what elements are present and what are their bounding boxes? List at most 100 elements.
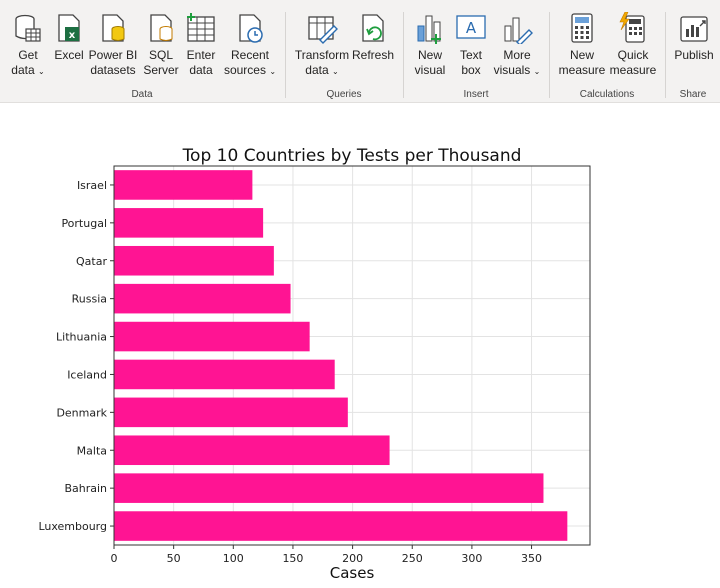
- refresh-icon: [362, 14, 384, 42]
- chevron-down-icon: ⌄: [38, 67, 45, 76]
- recent-sources-label-2: sources: [223, 63, 266, 77]
- category-label: Luxembourg: [38, 520, 107, 533]
- category-label: Russia: [72, 293, 107, 306]
- x-tick-label: 150: [282, 552, 303, 565]
- bar: [114, 170, 253, 200]
- bar: [114, 321, 310, 352]
- calculations-group: New measure Quick measure Calculations: [550, 0, 664, 102]
- recent-sources-button[interactable]: Recent sources ⌄: [222, 10, 278, 79]
- bar: [114, 473, 544, 503]
- svg-text:x: x: [69, 30, 76, 41]
- excel-button[interactable]: x Excel: [52, 10, 86, 63]
- divider: [403, 12, 404, 98]
- bar: [114, 511, 568, 541]
- bar: [114, 435, 390, 466]
- text-box-label-1: Text: [459, 48, 482, 62]
- sql-server-icon: [150, 14, 173, 42]
- x-tick-label: 300: [461, 552, 482, 565]
- share-group: Publish Share: [666, 0, 720, 102]
- refresh-label: Refresh: [351, 48, 395, 62]
- text-box-icon: A: [456, 15, 486, 39]
- more-visuals-icon: [504, 17, 533, 44]
- table-icon: [187, 13, 215, 42]
- text-box-label-2: box: [461, 63, 481, 77]
- category-label: Iceland: [67, 368, 107, 381]
- bar: [114, 397, 348, 428]
- category-label: Israel: [77, 179, 107, 192]
- bar-chart: Top 10 Countries by Tests per Thousand I…: [38, 146, 591, 582]
- category-label: Portugal: [61, 217, 107, 230]
- publish-label: Publish: [674, 48, 714, 62]
- enter-data-label-1: Enter: [186, 48, 216, 62]
- quick-measure-button[interactable]: Quick measure: [608, 10, 658, 78]
- x-tick-label: 0: [111, 552, 118, 565]
- bar: [114, 359, 335, 390]
- publish-button[interactable]: Publish: [672, 10, 716, 63]
- quick-measure-label-2: measure: [609, 63, 657, 77]
- bar: [114, 245, 274, 276]
- get-data-button[interactable]: Get data ⌄: [6, 10, 50, 79]
- x-tick-label: 50: [167, 552, 181, 565]
- share-group-label: Share: [679, 89, 707, 100]
- sql-server-button[interactable]: SQL Server: [142, 10, 180, 78]
- quick-calculator-icon: [619, 12, 645, 43]
- transform-data-label-2: data: [305, 63, 329, 77]
- transform-data-label-1: Transform: [294, 48, 350, 62]
- excel-label: Excel: [54, 48, 84, 62]
- more-visuals-label-1: More: [503, 48, 531, 62]
- queries-group: Transform data ⌄ Refresh Queries: [286, 0, 402, 102]
- divider: [549, 12, 550, 98]
- recent-sources-label-1: Recent: [230, 48, 270, 62]
- x-tick-label: 200: [342, 552, 363, 565]
- refresh-button[interactable]: Refresh: [350, 10, 396, 63]
- x-tick-label: 100: [223, 552, 244, 565]
- x-axis-label: Cases: [330, 564, 375, 582]
- power-bi-datasets-label-2: datasets: [90, 63, 136, 77]
- category-label: Bahrain: [64, 482, 107, 495]
- data-group: Get data ⌄ x Excel Power BI datasets: [0, 0, 284, 102]
- dataset-icon: [102, 14, 125, 42]
- calculations-group-label: Calculations: [579, 89, 635, 100]
- queries-group-label: Queries: [326, 89, 362, 100]
- category-label: Qatar: [76, 255, 107, 268]
- category-label: Lithuania: [56, 331, 107, 344]
- enter-data-button[interactable]: Enter data: [182, 10, 220, 78]
- x-axis-ticks: 0 50 100 150 200 250 300 350: [111, 545, 542, 565]
- new-measure-label-2: measure: [558, 63, 606, 77]
- power-bi-datasets-label-1: Power BI: [88, 48, 138, 62]
- chevron-down-icon: ⌄: [269, 67, 277, 76]
- divider: [285, 12, 286, 98]
- sql-server-label-2: Server: [143, 63, 179, 77]
- x-tick-label: 250: [402, 552, 423, 565]
- insert-group: New visual A Text box More visuals ⌄ Ins…: [404, 0, 548, 102]
- more-visuals-button[interactable]: More visuals ⌄: [492, 10, 542, 79]
- publish-icon: [680, 16, 708, 42]
- sql-server-label-1: SQL: [148, 48, 173, 62]
- category-label: Malta: [77, 444, 107, 457]
- quick-measure-label-1: Quick: [617, 48, 649, 62]
- svg-text:A: A: [466, 19, 477, 37]
- power-bi-datasets-button[interactable]: Power BI datasets: [88, 10, 138, 78]
- data-group-label: Data: [131, 89, 153, 100]
- plot-frame: [113, 165, 591, 546]
- new-measure-label-1: New: [569, 48, 594, 62]
- insert-group-label: Insert: [463, 89, 489, 100]
- ribbon: Get data ⌄ x Excel Power BI datasets: [0, 0, 720, 103]
- category-label: Denmark: [56, 406, 107, 419]
- bar: [114, 283, 291, 314]
- new-visual-button[interactable]: New visual: [410, 10, 450, 78]
- chart-title: Top 10 Countries by Tests per Thousand: [182, 146, 522, 166]
- text-box-button[interactable]: A Text box: [452, 10, 490, 78]
- new-measure-button[interactable]: New measure: [558, 10, 606, 78]
- bar-chart-icon: [417, 15, 441, 44]
- bar: [114, 208, 264, 238]
- transform-icon: [308, 16, 338, 44]
- database-icon: [15, 14, 41, 42]
- chart-bars: [114, 170, 568, 541]
- y-axis-labels: Israel Portugal Qatar Russia Lithuania Icelan…: [38, 179, 114, 533]
- get-data-label-2: data: [11, 63, 35, 77]
- x-tick-label: 350: [521, 552, 542, 565]
- new-visual-label-2: visual: [414, 63, 446, 77]
- divider: [665, 12, 666, 98]
- transform-data-button[interactable]: Transform data ⌄: [294, 10, 350, 79]
